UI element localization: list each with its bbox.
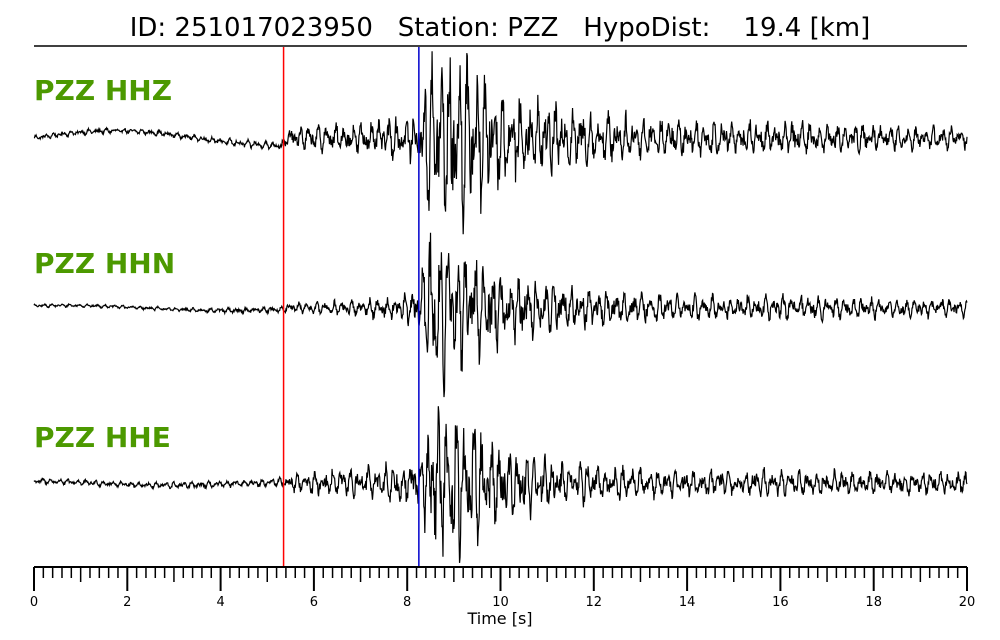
trace-line [33, 51, 968, 235]
tick-label: 20 [959, 595, 976, 610]
chart-title: ID: 251017023950 Station: PZZ HypoDist: … [130, 13, 871, 43]
tick-label: 2 [123, 595, 131, 610]
tick-label: 16 [772, 595, 789, 610]
tick-label: 18 [865, 595, 882, 610]
tick-label: 4 [216, 595, 224, 610]
trace-line [33, 406, 968, 563]
tick-label: 8 [403, 595, 411, 610]
tick-label: 10 [492, 595, 509, 610]
trace-label: PZZ HHZ [34, 74, 172, 107]
traces-group [33, 51, 968, 563]
time-axis: 0 2 4 6 8 10 12 14 16 18 20 [30, 566, 976, 610]
tick-label: 14 [679, 595, 696, 610]
picks-group [282, 47, 420, 567]
trace-line [33, 232, 968, 398]
tick-label: 12 [586, 595, 603, 610]
x-axis-label: Time [s] [466, 609, 532, 628]
tick-label: 6 [310, 595, 318, 610]
tick-label: 0 [30, 595, 38, 610]
trace-label: PZZ HHE [34, 421, 171, 454]
trace-label: PZZ HHN [34, 247, 175, 280]
trace-labels-group: PZZ HHZ PZZ HHN PZZ HHE [34, 74, 175, 454]
